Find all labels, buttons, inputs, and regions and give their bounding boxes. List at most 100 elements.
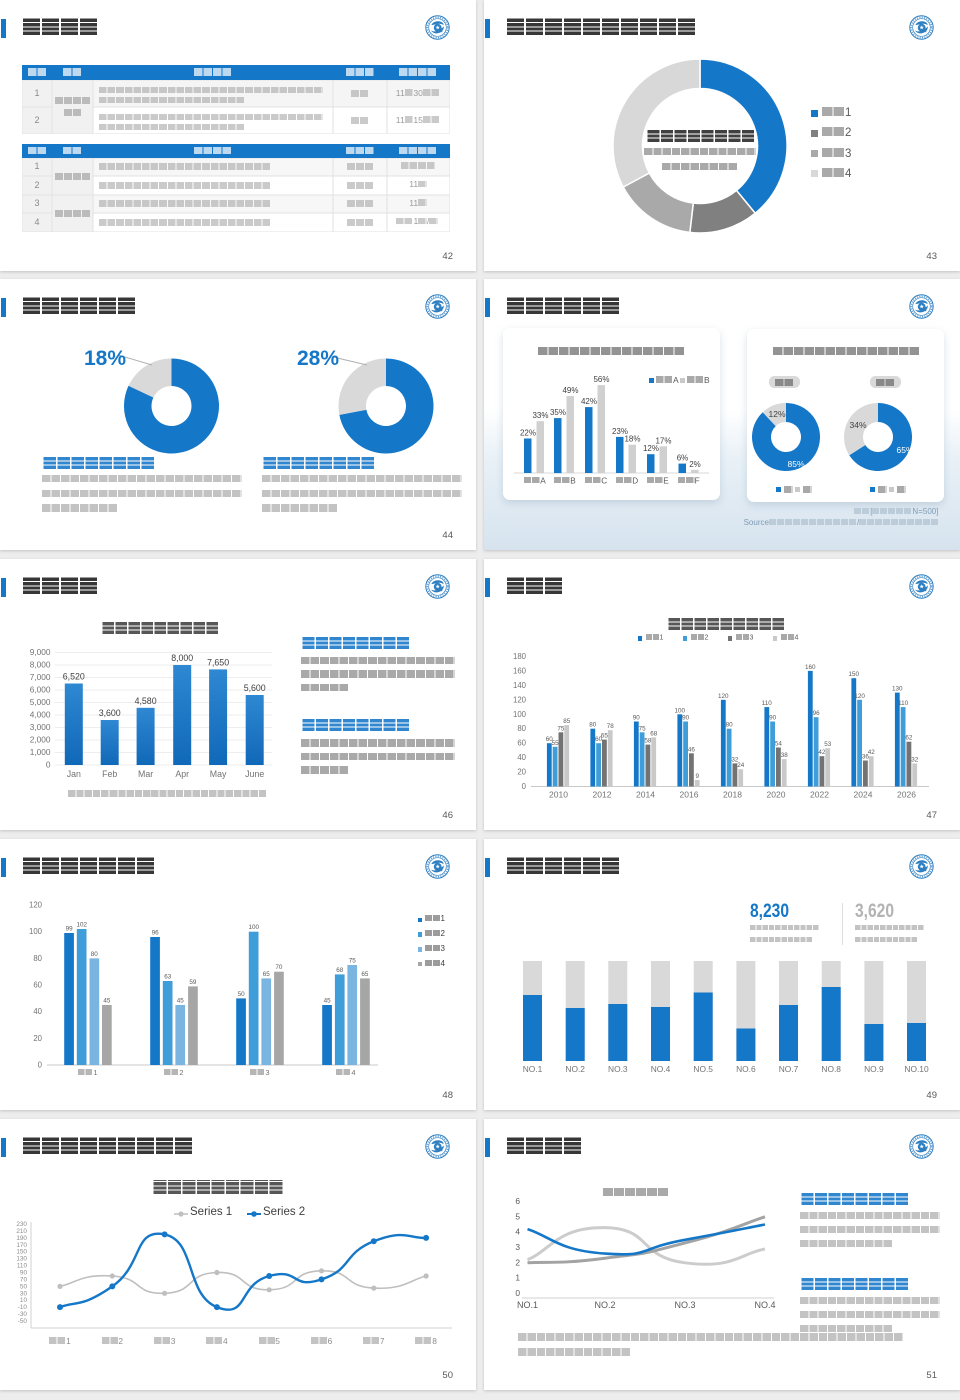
svg-text:46: 46 <box>688 746 696 753</box>
svg-text:2,000: 2,000 <box>30 735 51 745</box>
svg-text:8,000: 8,000 <box>171 653 193 663</box>
svg-text:170: 170 <box>16 1242 27 1249</box>
svg-text:100: 100 <box>675 707 686 714</box>
svg-text:NO.2: NO.2 <box>565 1064 585 1074</box>
svg-text:NO.1: NO.1 <box>523 1064 543 1074</box>
svg-text:80: 80 <box>726 722 734 729</box>
svg-text:85: 85 <box>563 718 571 725</box>
svg-text:7,650: 7,650 <box>207 657 229 667</box>
svg-text:Jan: Jan <box>67 769 81 779</box>
svg-text:NO.5: NO.5 <box>693 1064 713 1074</box>
svg-text:38: 38 <box>781 752 789 759</box>
svg-text:1: 1 <box>515 1273 520 1283</box>
svg-text:49%: 49% <box>562 386 578 395</box>
svg-text:62: 62 <box>905 735 913 742</box>
svg-text:120: 120 <box>854 693 865 700</box>
svg-text:17%: 17% <box>655 436 671 445</box>
svg-text:63: 63 <box>164 974 172 981</box>
svg-text:90: 90 <box>20 1270 28 1277</box>
svg-text:7,000: 7,000 <box>30 672 51 682</box>
svg-text:68: 68 <box>336 967 344 974</box>
svg-text:12%: 12% <box>643 444 659 453</box>
svg-text:NO.1: NO.1 <box>517 1300 538 1310</box>
svg-text:2012: 2012 <box>593 790 612 800</box>
svg-text:120: 120 <box>29 901 43 910</box>
svg-text:1,000: 1,000 <box>30 747 51 757</box>
svg-text:NO.4: NO.4 <box>754 1300 775 1310</box>
svg-text:3,600: 3,600 <box>99 708 121 718</box>
svg-text:150: 150 <box>849 671 860 678</box>
svg-text:NO.8: NO.8 <box>821 1064 841 1074</box>
svg-text:2016: 2016 <box>680 790 699 800</box>
svg-text:78: 78 <box>607 723 615 730</box>
svg-text:6,000: 6,000 <box>30 685 51 695</box>
svg-text:59: 59 <box>189 979 197 986</box>
svg-text:3,000: 3,000 <box>30 722 51 732</box>
svg-text:5: 5 <box>515 1211 520 1221</box>
svg-text:102: 102 <box>76 922 87 929</box>
svg-text:45: 45 <box>177 998 185 1005</box>
svg-text:6: 6 <box>515 1196 520 1206</box>
svg-text:90: 90 <box>633 715 641 722</box>
svg-text:NO.3: NO.3 <box>608 1064 628 1074</box>
svg-text:NO.9: NO.9 <box>864 1064 884 1074</box>
svg-text:130: 130 <box>892 686 903 693</box>
svg-text:NO.10: NO.10 <box>904 1064 929 1074</box>
svg-text:-50: -50 <box>18 1318 28 1325</box>
svg-text:90: 90 <box>769 715 777 722</box>
svg-text:2024: 2024 <box>854 790 873 800</box>
svg-text:9,000: 9,000 <box>30 647 51 657</box>
svg-text:96: 96 <box>813 710 821 717</box>
svg-text:190: 190 <box>16 1235 27 1242</box>
svg-text:6%: 6% <box>677 454 689 463</box>
svg-text:4,000: 4,000 <box>30 710 51 720</box>
svg-text:36: 36 <box>862 754 870 761</box>
svg-text:2020: 2020 <box>767 790 786 800</box>
svg-text:May: May <box>210 769 227 779</box>
svg-text:100: 100 <box>513 710 527 719</box>
svg-text:160: 160 <box>513 667 527 676</box>
svg-text:110: 110 <box>762 700 773 707</box>
svg-text:24: 24 <box>737 762 745 769</box>
svg-text:130: 130 <box>16 1256 27 1263</box>
svg-text:56%: 56% <box>593 375 609 384</box>
svg-text:110: 110 <box>898 700 909 707</box>
svg-text:60: 60 <box>33 981 42 990</box>
svg-text:NO.7: NO.7 <box>779 1064 799 1074</box>
svg-text:0: 0 <box>46 760 51 770</box>
svg-text:0: 0 <box>515 1288 520 1298</box>
svg-text:90: 90 <box>682 715 690 722</box>
svg-text:60: 60 <box>546 736 554 743</box>
svg-text:100: 100 <box>29 927 43 936</box>
svg-text:42: 42 <box>818 749 826 756</box>
svg-text:6,520: 6,520 <box>63 672 85 682</box>
svg-text:2026: 2026 <box>897 790 916 800</box>
svg-text:Feb: Feb <box>102 769 117 779</box>
svg-text:18%: 18% <box>624 435 640 444</box>
svg-text:-30: -30 <box>18 1311 28 1318</box>
svg-text:2: 2 <box>515 1257 520 1267</box>
svg-text:2010: 2010 <box>549 790 568 800</box>
svg-text:33%: 33% <box>532 411 548 420</box>
svg-text:2%: 2% <box>689 460 701 469</box>
svg-text:150: 150 <box>16 1249 27 1256</box>
svg-text:NO.4: NO.4 <box>651 1064 671 1074</box>
svg-text:5,600: 5,600 <box>244 683 266 693</box>
svg-text:99: 99 <box>66 926 74 933</box>
svg-text:4,580: 4,580 <box>135 696 157 706</box>
svg-text:2022: 2022 <box>810 790 829 800</box>
svg-text:4: 4 <box>515 1227 520 1237</box>
svg-text:60: 60 <box>517 739 526 748</box>
svg-text:75: 75 <box>639 725 647 732</box>
svg-text:0: 0 <box>522 782 527 791</box>
svg-text:20: 20 <box>517 768 526 777</box>
svg-text:230: 230 <box>16 1221 27 1228</box>
svg-text:23%: 23% <box>612 427 628 436</box>
svg-text:NO.6: NO.6 <box>736 1064 756 1074</box>
svg-text:110: 110 <box>17 1263 28 1270</box>
svg-text:Apr: Apr <box>175 769 189 779</box>
svg-text:58: 58 <box>644 738 652 745</box>
svg-text:45: 45 <box>324 998 332 1005</box>
svg-text:2018: 2018 <box>723 790 742 800</box>
svg-text:June: June <box>245 769 264 779</box>
